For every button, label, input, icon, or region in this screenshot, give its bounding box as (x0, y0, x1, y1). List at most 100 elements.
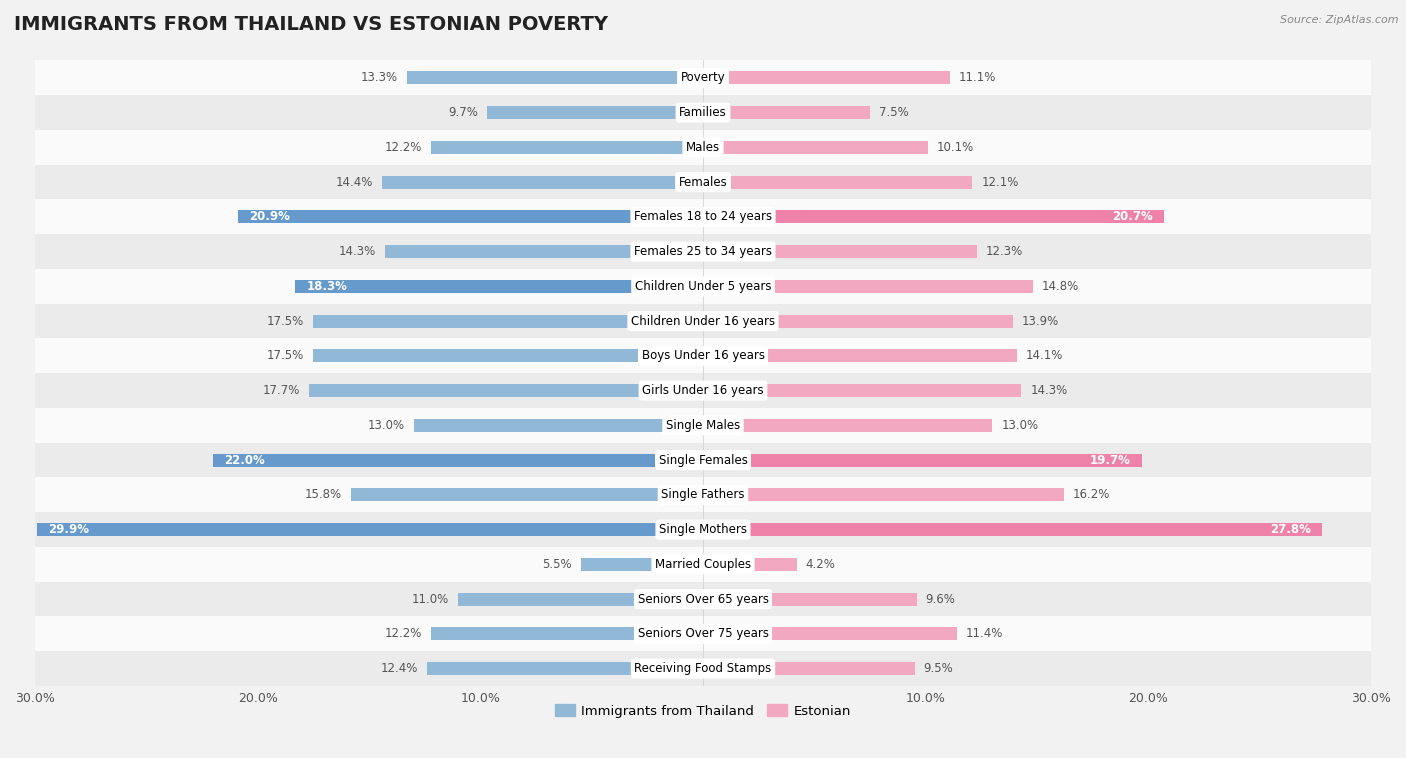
Bar (703, 593, 917, 606)
Bar (295, 280, 703, 293)
Bar (458, 593, 703, 606)
Bar (581, 558, 703, 571)
Text: Children Under 16 years: Children Under 16 years (631, 315, 775, 327)
Bar (309, 384, 703, 397)
Text: Children Under 5 years: Children Under 5 years (634, 280, 772, 293)
Bar (35, 408, 1371, 443)
Text: 10.1%: 10.1% (936, 141, 974, 154)
Bar (703, 141, 928, 154)
Text: Receiving Food Stamps: Receiving Food Stamps (634, 662, 772, 675)
Bar (35, 234, 1371, 269)
Bar (314, 315, 703, 327)
Text: 5.5%: 5.5% (541, 558, 572, 571)
Bar (703, 488, 1064, 502)
Bar (314, 349, 703, 362)
Text: Females 18 to 24 years: Females 18 to 24 years (634, 211, 772, 224)
Text: 18.3%: 18.3% (307, 280, 347, 293)
Text: Married Couples: Married Couples (655, 558, 751, 571)
Text: 19.7%: 19.7% (1090, 453, 1130, 467)
Text: 20.7%: 20.7% (1112, 211, 1153, 224)
Text: Source: ZipAtlas.com: Source: ZipAtlas.com (1281, 15, 1399, 25)
Bar (703, 176, 973, 189)
Text: 22.0%: 22.0% (224, 453, 264, 467)
Text: IMMIGRANTS FROM THAILAND VS ESTONIAN POVERTY: IMMIGRANTS FROM THAILAND VS ESTONIAN POV… (14, 15, 607, 34)
Text: 29.9%: 29.9% (48, 523, 90, 536)
Text: 11.1%: 11.1% (959, 71, 997, 84)
Text: 12.3%: 12.3% (986, 245, 1024, 258)
Text: 11.0%: 11.0% (412, 593, 449, 606)
Bar (486, 106, 703, 119)
Text: 13.0%: 13.0% (1001, 419, 1039, 432)
Text: 14.3%: 14.3% (339, 245, 375, 258)
Text: 14.8%: 14.8% (1042, 280, 1078, 293)
Bar (37, 523, 703, 536)
Bar (382, 176, 703, 189)
Text: 17.7%: 17.7% (263, 384, 299, 397)
Bar (703, 210, 1164, 224)
Bar (352, 488, 703, 502)
Text: Seniors Over 75 years: Seniors Over 75 years (637, 628, 769, 641)
Bar (35, 199, 1371, 234)
Text: 20.9%: 20.9% (249, 211, 290, 224)
Bar (35, 96, 1371, 130)
Text: 12.1%: 12.1% (981, 176, 1019, 189)
Bar (35, 616, 1371, 651)
Bar (35, 512, 1371, 547)
Text: Females: Females (679, 176, 727, 189)
Text: Single Fathers: Single Fathers (661, 488, 745, 501)
Text: 16.2%: 16.2% (1073, 488, 1109, 501)
Text: Single Males: Single Males (666, 419, 740, 432)
Text: 13.9%: 13.9% (1021, 315, 1059, 327)
Bar (35, 651, 1371, 686)
Bar (703, 106, 870, 119)
Bar (703, 662, 914, 675)
Bar (238, 210, 703, 224)
Text: Poverty: Poverty (681, 71, 725, 84)
Bar (35, 130, 1371, 164)
Bar (406, 71, 703, 84)
Text: 9.7%: 9.7% (449, 106, 478, 119)
Text: Families: Families (679, 106, 727, 119)
Text: 12.4%: 12.4% (381, 662, 418, 675)
Text: Single Females: Single Females (658, 453, 748, 467)
Text: Boys Under 16 years: Boys Under 16 years (641, 349, 765, 362)
Bar (427, 662, 703, 675)
Bar (35, 478, 1371, 512)
Text: 9.6%: 9.6% (925, 593, 956, 606)
Bar (703, 349, 1017, 362)
Bar (703, 418, 993, 432)
Bar (703, 558, 797, 571)
Text: 17.5%: 17.5% (267, 315, 304, 327)
Text: 14.1%: 14.1% (1026, 349, 1063, 362)
Bar (35, 61, 1371, 96)
Bar (703, 384, 1021, 397)
Bar (703, 453, 1142, 467)
Bar (703, 71, 950, 84)
Text: Girls Under 16 years: Girls Under 16 years (643, 384, 763, 397)
Bar (35, 581, 1371, 616)
Bar (35, 373, 1371, 408)
Bar (35, 547, 1371, 581)
Bar (703, 523, 1322, 536)
Text: Seniors Over 65 years: Seniors Over 65 years (637, 593, 769, 606)
Text: 14.4%: 14.4% (336, 176, 374, 189)
Text: 13.0%: 13.0% (367, 419, 405, 432)
Bar (432, 628, 703, 641)
Text: 27.8%: 27.8% (1270, 523, 1310, 536)
Text: 17.5%: 17.5% (267, 349, 304, 362)
Bar (432, 141, 703, 154)
Bar (214, 453, 703, 467)
Bar (35, 269, 1371, 304)
Legend: Immigrants from Thailand, Estonian: Immigrants from Thailand, Estonian (550, 699, 856, 723)
Text: 12.2%: 12.2% (385, 628, 422, 641)
Bar (703, 245, 977, 258)
Text: 11.4%: 11.4% (966, 628, 1002, 641)
Text: Males: Males (686, 141, 720, 154)
Bar (35, 443, 1371, 478)
Bar (703, 628, 957, 641)
Bar (413, 418, 703, 432)
Text: 12.2%: 12.2% (385, 141, 422, 154)
Text: Single Mothers: Single Mothers (659, 523, 747, 536)
Text: 14.3%: 14.3% (1031, 384, 1067, 397)
Bar (703, 315, 1012, 327)
